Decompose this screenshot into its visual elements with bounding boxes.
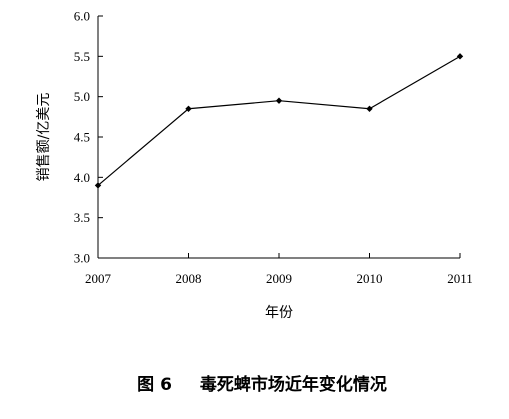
figure-caption: 图 6 毒死蜱市场近年变化情况 (137, 374, 387, 395)
figure-caption-text: 毒死蜱市场近年变化情况 (200, 374, 387, 395)
y-tick-label: 4.0 (74, 170, 90, 185)
x-tick-label: 2011 (447, 271, 473, 286)
x-tick-label: 2008 (176, 271, 202, 286)
data-point-marker (366, 105, 373, 112)
x-tick-label: 2007 (85, 271, 112, 286)
series-line (97, 55, 461, 186)
x-ticks: 2007 2008 2009 2010 2011 (85, 253, 473, 286)
y-tick-label: 5.5 (74, 49, 90, 64)
x-tick-label: 2010 (357, 271, 383, 286)
y-ticks: 3.0 3.5 4.0 4.5 5.0 5.5 6.0 (74, 9, 103, 266)
data-point-marker (185, 105, 192, 112)
data-point-marker (94, 182, 102, 189)
x-axis-title: 年份 (265, 305, 293, 321)
y-tick-label: 5.0 (74, 89, 90, 104)
data-point-marker (456, 53, 464, 60)
figure-caption-number: 图 6 (137, 375, 172, 395)
x-tick-label: 2009 (266, 271, 292, 286)
y-tick-label: 3.5 (74, 210, 90, 225)
y-tick-label: 3.0 (74, 251, 90, 266)
data-point-marker (275, 97, 283, 104)
y-axis-title: 销售额/亿美元 (36, 93, 52, 182)
y-tick-label: 4.5 (74, 130, 90, 145)
y-tick-label: 6.0 (74, 9, 90, 24)
series-markers (94, 53, 464, 189)
